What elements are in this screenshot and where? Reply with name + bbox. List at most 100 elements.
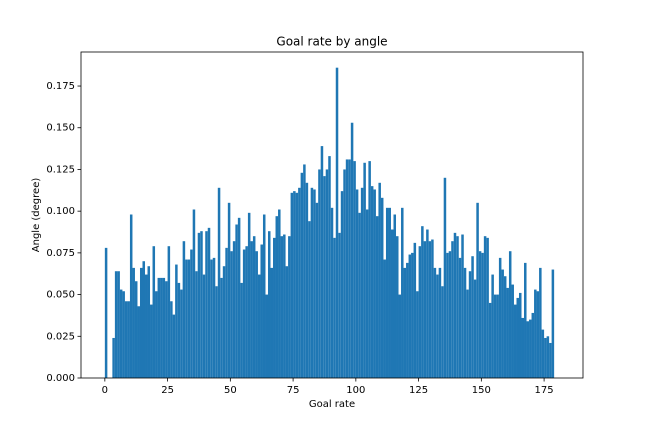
bar	[177, 282, 181, 378]
bar	[315, 202, 319, 378]
bar	[137, 306, 140, 378]
bar	[210, 259, 213, 378]
bar	[335, 67, 339, 378]
bar	[283, 234, 286, 378]
bar	[257, 274, 261, 378]
bar	[267, 231, 271, 378]
bar	[436, 274, 439, 378]
bar	[350, 122, 354, 378]
bar	[290, 192, 294, 378]
bar	[170, 301, 173, 378]
bar	[318, 169, 321, 378]
bar	[252, 236, 256, 378]
bar	[478, 251, 482, 378]
bar	[549, 342, 552, 378]
bar	[496, 294, 499, 378]
bar	[539, 267, 542, 378]
bar	[220, 277, 223, 378]
bar	[288, 236, 291, 378]
bar	[396, 236, 399, 378]
bar	[132, 267, 135, 378]
bar	[119, 289, 123, 378]
bar	[468, 271, 472, 378]
bar	[373, 189, 376, 378]
x-tick-label: 25	[161, 385, 174, 396]
plot-frame	[80, 51, 584, 379]
bar	[513, 304, 517, 378]
bar	[112, 337, 115, 378]
bar	[142, 261, 146, 378]
bar	[421, 226, 424, 378]
y-tick-label: 0.150	[46, 123, 75, 134]
bar	[162, 277, 166, 378]
y-axis-label: Angle (degree)	[31, 178, 42, 253]
bar	[534, 289, 537, 378]
bar	[275, 216, 279, 378]
bar	[343, 169, 346, 378]
bar	[165, 281, 168, 378]
x-tick-label: 50	[224, 385, 237, 396]
bar	[546, 336, 550, 378]
bar	[227, 202, 231, 378]
bar	[285, 266, 289, 378]
y-tick-label: 0.050	[46, 290, 75, 301]
bar	[491, 274, 494, 378]
bar	[187, 259, 191, 378]
bar	[521, 317, 525, 378]
bar	[215, 286, 218, 378]
bar	[182, 241, 186, 378]
bar	[310, 187, 314, 378]
y-tick-label: 0.100	[46, 206, 75, 217]
bar	[114, 271, 118, 378]
bar	[506, 287, 509, 378]
bar	[308, 221, 311, 378]
bar	[393, 214, 397, 378]
bar	[145, 274, 148, 378]
bar	[551, 269, 555, 378]
y-tick-label: 0.125	[46, 164, 75, 175]
bar	[380, 197, 384, 378]
bar	[531, 312, 535, 378]
bar	[247, 212, 251, 378]
bar	[293, 191, 296, 378]
bar	[338, 232, 341, 378]
x-tick-label: 175	[535, 385, 554, 396]
bar	[401, 207, 404, 378]
bar	[255, 251, 258, 378]
bar	[340, 191, 344, 378]
bar	[330, 207, 334, 378]
bar	[333, 237, 336, 378]
bar	[300, 172, 304, 378]
x-axis-label: Goal rate	[309, 399, 355, 410]
bar	[481, 252, 484, 378]
bar	[172, 314, 176, 378]
bar	[230, 251, 233, 378]
bar	[358, 212, 361, 378]
bar	[155, 291, 158, 378]
bar	[476, 202, 479, 378]
bar	[235, 224, 238, 378]
bar	[129, 214, 133, 378]
bar	[202, 274, 206, 378]
y-tick-label: 0.175	[46, 81, 75, 92]
bar	[456, 236, 459, 378]
bar	[471, 256, 474, 378]
bar	[433, 267, 437, 378]
x-tick-label: 100	[346, 385, 365, 396]
bar	[483, 236, 487, 378]
bar	[270, 267, 274, 378]
x-tick-label: 0	[102, 385, 108, 396]
bar	[383, 259, 386, 378]
bar	[313, 189, 316, 378]
y-tick-label: 0.025	[46, 331, 75, 342]
bar	[511, 284, 514, 378]
bar	[453, 232, 457, 378]
bar	[127, 301, 130, 378]
bar	[222, 266, 226, 378]
bar	[245, 246, 248, 378]
bar	[320, 146, 324, 378]
bar	[385, 207, 389, 378]
bar	[501, 269, 504, 378]
bar	[240, 282, 243, 378]
